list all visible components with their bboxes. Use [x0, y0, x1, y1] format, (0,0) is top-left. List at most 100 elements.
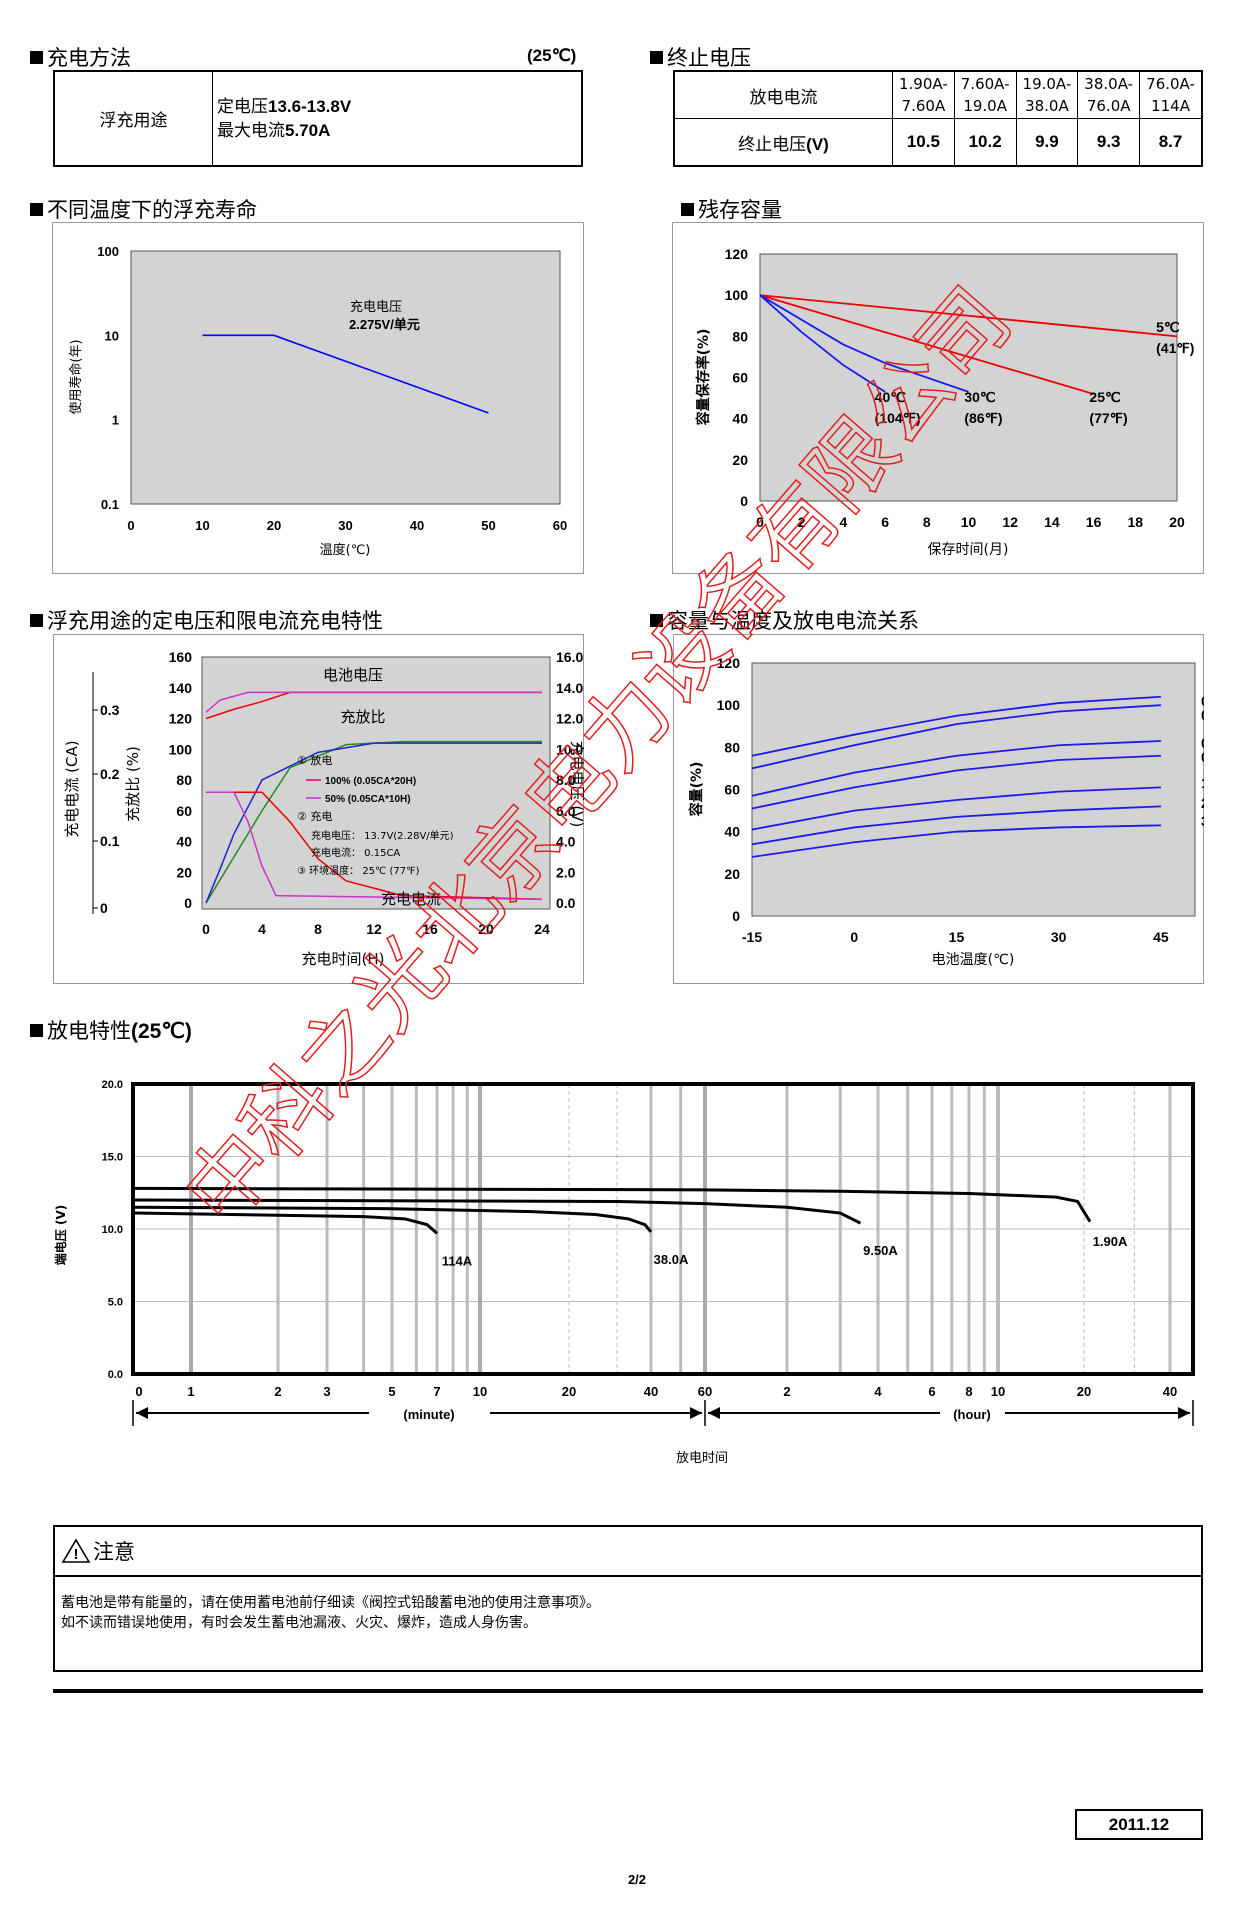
cap-temp-series-line — [751, 704, 1161, 770]
float-charge-xtick: 8 — [314, 921, 322, 937]
voltage-tick: 0.0 — [556, 895, 576, 911]
residual-xtick: 20 — [1169, 514, 1185, 530]
float-charge-xtick: 0 — [202, 921, 210, 937]
cap-temp-xtick: 15 — [949, 929, 965, 945]
legend-discharge: ① 放电 — [297, 753, 332, 767]
lbl-charge-ratio: 充放比 — [340, 708, 385, 726]
ca-tick: 0.1 — [100, 833, 120, 849]
discharge-series-line — [134, 1198, 862, 1225]
cap-temp-series-line — [751, 754, 1161, 810]
discharge-hour-tick: 10 — [991, 1384, 1005, 1399]
max-current-value: 5.70A — [285, 120, 331, 140]
float-life-ytick: 100 — [97, 244, 119, 259]
square-bullet-icon — [650, 51, 663, 64]
discharge-ytick: 0.0 — [108, 1369, 123, 1381]
cap-temp-xtick: -15 — [742, 929, 762, 945]
float-charge-series-line — [205, 742, 542, 904]
cap-temp-title-text: 容量与温度及放电电流关系 — [667, 609, 919, 633]
cutoff-section-title: 终止电压 — [650, 42, 751, 72]
square-bullet-icon — [30, 51, 43, 64]
discharge-hour-tick: 4 — [874, 1384, 882, 1399]
float-charge-xtick: 12 — [366, 921, 382, 937]
discharge-series-line — [134, 1205, 653, 1233]
residual-label-40c-f: (104℉) — [875, 410, 921, 426]
cap-temp-series-label: 3.00CA — [1201, 813, 1204, 829]
cutoff-voltage-1: 10.2 — [953, 118, 1017, 167]
float-charge-section-title: 浮充用途的定电压和限电流充电特性 — [30, 605, 383, 635]
residual-label-25c-f: (77℉) — [1089, 410, 1127, 426]
residual-xtick: 14 — [1044, 514, 1060, 530]
page-number: 2/2 — [627, 1872, 647, 1887]
residual-xtick: 8 — [923, 514, 931, 530]
residual-ytick: 60 — [732, 370, 748, 386]
float-charge-xtick: 16 — [422, 921, 438, 937]
discharge-hour-tick: 40 — [1163, 1384, 1177, 1399]
discharge-curve-label: 9.50A — [863, 1243, 898, 1258]
square-bullet-icon — [30, 203, 43, 216]
residual-label-25c: 25℃ — [1089, 389, 1121, 405]
voltage-tick: 4.0 — [556, 834, 576, 850]
discharge-minute-tick: 3 — [323, 1384, 330, 1399]
float-charge-xtick: 24 — [534, 921, 550, 937]
ratio-tick: 20 — [176, 864, 192, 880]
charging-row-label: 浮充用途 — [54, 71, 213, 166]
range-0-a: 1.90A- — [899, 75, 948, 93]
discharge-series-line — [134, 1211, 438, 1235]
range-2-b: 38.0A — [1025, 97, 1069, 115]
float-charge-ca-label: 充电电流 (CA) — [63, 740, 81, 837]
discharge-curve-label: 1.90A — [1093, 1234, 1128, 1249]
residual-xtick: 18 — [1128, 514, 1144, 530]
notice-title: 注意 — [93, 1540, 135, 1564]
float-life-xtick: 60 — [553, 518, 567, 533]
float-life-title-text: 不同温度下的浮充寿命 — [47, 198, 257, 222]
ratio-tick: 40 — [176, 834, 192, 850]
range-3-a: 38.0A- — [1084, 75, 1134, 93]
ratio-tick: 80 — [176, 772, 192, 788]
cap-temp-xlabel: 电池温度(℃) — [932, 952, 1015, 968]
float-life-annot1: 充电电压 — [350, 299, 402, 315]
ca-tick: 0.2 — [100, 766, 120, 782]
legend-50: 50% (0.05CA*10H) — [325, 794, 411, 805]
cutoff-voltage-2: 9.9 — [1015, 118, 1079, 167]
range-3-b: 76.0A — [1086, 97, 1131, 115]
discharge-ytick: 20.0 — [102, 1079, 123, 1091]
float-life-ylabel: 使用寿命(年) — [68, 339, 84, 414]
residual-label-30c: 30℃ — [964, 389, 996, 405]
cutoff-range-3: 38.0A- 76.0A — [1077, 70, 1141, 119]
cap-temp-series-label: 2.00CA — [1201, 795, 1204, 811]
residual-series-line — [759, 294, 969, 393]
range-2-a: 19.0A- — [1022, 75, 1072, 93]
float-charge-xtick: 4 — [258, 921, 266, 937]
residual-ytick: 80 — [732, 328, 748, 344]
notice-box: ! 注意 蓄电池是带有能量的，请在使用蓄电池前仔细读《阀控式铅酸蓄电池的使用注意… — [53, 1525, 1203, 1672]
cutoff-title-text: 终止电压 — [667, 46, 751, 70]
cutoff-range-0: 1.90A- 7.60A — [892, 70, 955, 119]
cutoff-range-4: 76.0A- 114A — [1139, 70, 1203, 119]
hour-label: (hour) — [953, 1407, 991, 1422]
float-life-xtick: 30 — [338, 518, 352, 533]
charging-section-title: 充电方法 — [30, 42, 131, 72]
discharge-minute-tick: 20 — [562, 1384, 576, 1399]
residual-label-40c: 40℃ — [875, 389, 907, 405]
cutoff-row1-label: 放电电流 — [673, 70, 893, 119]
discharge-minute-tick: 0 — [135, 1384, 142, 1399]
residual-xlabel: 保存时间(月) — [928, 542, 1009, 558]
residual-section-title: 残存容量 — [681, 194, 782, 224]
legend-cc: 充电电流： 0.15CA — [311, 846, 400, 859]
residual-ytick: 120 — [725, 246, 749, 262]
square-bullet-icon — [30, 1024, 43, 1037]
voltage-tick: 12.0 — [556, 711, 583, 727]
residual-ytick: 100 — [725, 287, 749, 303]
ratio-tick: 160 — [169, 649, 193, 665]
discharge-minute-tick: 10 — [473, 1384, 487, 1399]
cap-temp-series-line — [751, 695, 1161, 757]
cutoff-table: 放电电流 1.90A- 7.60A 7.60A- 19.0A 19.0A- 38.0A… — [673, 70, 1203, 167]
legend-100: 100% (0.05CA*20H) — [325, 776, 416, 787]
cap-temp-ytick: 20 — [724, 866, 740, 882]
float-charge-ratio-label: 充放比 (%) — [124, 746, 142, 822]
arrow-mid2-head-icon — [708, 1407, 720, 1419]
cutoff-voltage-3: 9.3 — [1077, 118, 1141, 167]
square-bullet-icon — [30, 614, 43, 627]
cap-temp-xtick: 45 — [1153, 929, 1169, 945]
residual-series-line — [759, 294, 886, 393]
